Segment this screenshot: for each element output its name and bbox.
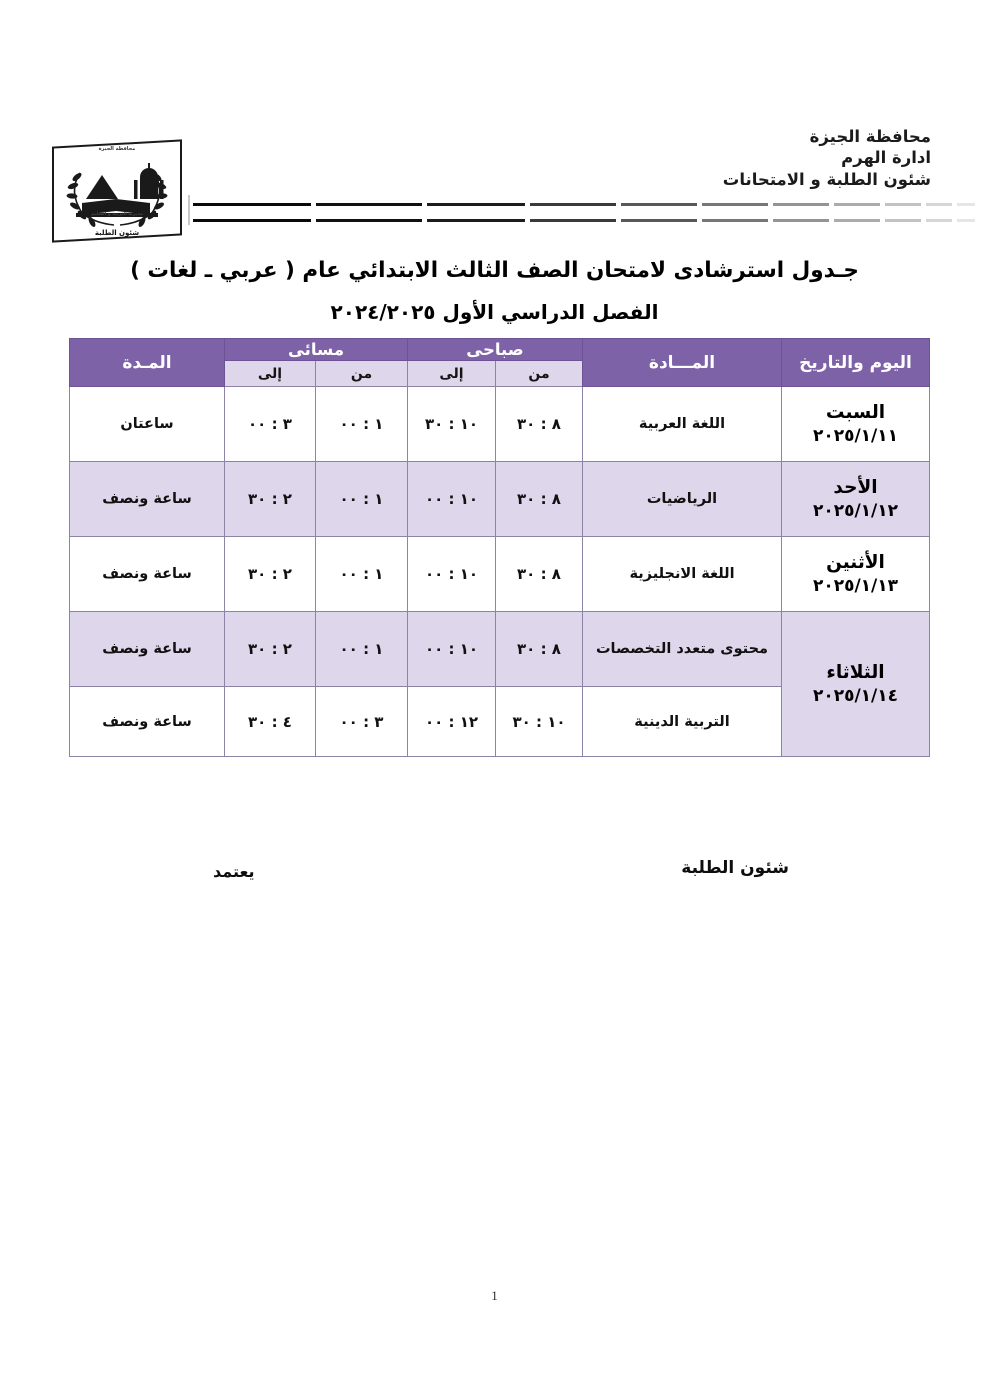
cell-morning-to: ١٠ : ٠٠ [407, 536, 496, 612]
page-subtitle: الفصل الدراسي الأول ٢٠٢٤/٢٠٢٥ [330, 300, 659, 324]
cell-morning-from: ١٠ : ٣٠ [495, 686, 583, 757]
cell-evening-from: ١ : ٠٠ [315, 611, 408, 687]
cell-duration: ساعتان [69, 386, 225, 462]
rule-segment [427, 203, 525, 222]
cell-duration: ساعة ونصف [69, 611, 225, 687]
table-body: السبت ٢٠٢٥/١/١١ اللغة العربية ٨ : ٣٠ ١٠ … [69, 386, 930, 757]
cell-morning-to: ١٠ : ٣٠ [407, 386, 496, 462]
day-label: الثلاثاء [826, 661, 885, 683]
rule-segment [316, 203, 422, 222]
date-label: ٢٠٢٥/١/١٣ [812, 575, 899, 596]
cell-morning-from: ٨ : ٣٠ [495, 461, 583, 537]
cell-evening-to: ٢ : ٣٠ [224, 536, 316, 612]
day-label: الأثنين [826, 551, 885, 573]
rule-segment [621, 203, 697, 222]
cell-morning-to: ١٠ : ٠٠ [407, 461, 496, 537]
cell-subject: الرياضيات [582, 461, 782, 537]
table-row: الأثنين ٢٠٢٥/١/١٣ اللغة الانجليزية ٨ : ٣… [69, 536, 930, 612]
column-header-morning-from: من [495, 360, 583, 387]
cell-subject: اللغة الانجليزية [582, 536, 782, 612]
date-label: ٢٠٢٥/١/١٢ [812, 500, 899, 521]
rule-tick [188, 195, 190, 225]
letterhead: محافظة الجيزة ادارة الهرم شئون الطلبة و … [723, 126, 931, 190]
rule-segment [885, 203, 921, 222]
rule-segment [834, 203, 880, 222]
cell-evening-to: ٣ : ٠٠ [224, 386, 316, 462]
logo-caption-middle: مديرية التربية و التعليم [91, 212, 143, 217]
cell-subject: التربية الدينية [582, 686, 782, 757]
cell-day-date: السبت ٢٠٢٥/١/١١ [781, 386, 930, 462]
cell-day-date: الثلاثاء ٢٠٢٥/١/١٤ [781, 611, 930, 757]
letterhead-governorate: محافظة الجيزة [809, 127, 931, 146]
column-header-subject: المـــادة [582, 338, 782, 387]
ministry-emblem-logo: محافظة الجيزة مديرية التربية و التعليم ش… [52, 139, 182, 243]
rule-segment [926, 203, 952, 222]
column-header-duration: المـدة [69, 338, 225, 387]
signature-student-affairs: شئون الطلبة [681, 858, 789, 878]
cell-subject: اللغة العربية [582, 386, 782, 462]
column-header-morning-to: إلى [407, 360, 496, 387]
page-title: جـدول استرشادى لامتحان الصف الثالث الابت… [130, 258, 859, 283]
table-row: الثلاثاء ٢٠٢٥/١/١٤ محتوى متعدد التخصصات … [69, 611, 930, 757]
letterhead-department: شئون الطلبة و الامتحانات [722, 169, 931, 189]
table-row: السبت ٢٠٢٥/١/١١ اللغة العربية ٨ : ٣٠ ١٠ … [69, 386, 930, 462]
page-number: 1 [491, 1288, 498, 1303]
cell-morning-from: ٨ : ٣٠ [495, 536, 583, 612]
exam-schedule-table-container: اليوم والتاريخ المـــادة صباحى مسائى الم… [69, 338, 930, 757]
cell-day-date: الأثنين ٢٠٢٥/١/١٣ [781, 536, 930, 612]
cell-duration: ساعة ونصف [69, 536, 225, 612]
cell-duration: ساعة ونصف [69, 461, 225, 537]
day-label: الأحد [833, 476, 878, 498]
cell-subject: محتوى متعدد التخصصات [582, 611, 782, 687]
emblem-icon [66, 163, 168, 228]
logo-caption-bottom: شئون الطلبة [94, 229, 140, 237]
header-divider-rule [188, 195, 975, 225]
cell-evening-from: ٣ : ٠٠ [315, 686, 408, 757]
date-label: ٢٠٢٥/١/١٤ [812, 685, 899, 706]
cell-evening-to: ٢ : ٣٠ [224, 611, 316, 687]
cell-day-date: الأحد ٢٠٢٥/١/١٢ [781, 461, 930, 537]
table-row: الأحد ٢٠٢٥/١/١٢ الرياضيات ٨ : ٣٠ ١٠ : ٠٠… [69, 461, 930, 537]
table-header-row-main: اليوم والتاريخ المـــادة صباحى مسائى الم… [69, 338, 930, 387]
table-header-row-sub: من إلى من إلى [70, 360, 930, 387]
logo-caption-top: محافظة الجيزة [98, 146, 136, 152]
column-header-evening-to: إلى [224, 360, 316, 387]
cell-evening-to: ٢ : ٣٠ [224, 461, 316, 537]
cell-morning-from: ٨ : ٣٠ [495, 611, 583, 687]
cell-evening-to: ٤ : ٣٠ [224, 686, 316, 757]
rule-segment [702, 203, 768, 222]
column-group-header-morning: صباحى [407, 338, 583, 361]
rule-segment [957, 203, 975, 222]
letterhead-administration: ادارة الهرم [841, 148, 931, 168]
cell-evening-from: ١ : ٠٠ [315, 386, 408, 462]
cell-evening-from: ١ : ٠٠ [315, 461, 408, 537]
column-header-evening-from: من [315, 360, 408, 387]
cell-morning-to: ١٢ : ٠٠ [407, 686, 496, 757]
rule-segment [773, 203, 829, 222]
column-header-day-date: اليوم والتاريخ [781, 338, 930, 387]
rule-segment [530, 203, 616, 222]
cell-morning-to: ١٠ : ٠٠ [407, 611, 496, 687]
cell-morning-from: ٨ : ٣٠ [495, 386, 583, 462]
logo-artwork [52, 143, 182, 239]
exam-schedule-table: اليوم والتاريخ المـــادة صباحى مسائى الم… [69, 338, 930, 757]
day-label: السبت [825, 401, 886, 423]
date-label: ٢٠٢٥/١/١١ [812, 425, 899, 446]
signature-approved-by: يعتمد [213, 862, 255, 881]
rule-segment [193, 203, 311, 222]
cell-evening-from: ١ : ٠٠ [315, 536, 408, 612]
cell-duration: ساعة ونصف [69, 686, 225, 757]
table-row: التربية الدينية ١٠ : ٣٠ ١٢ : ٠٠ ٣ : ٠٠ ٤… [69, 686, 930, 757]
table-head: اليوم والتاريخ المـــادة صباحى مسائى الم… [69, 338, 930, 387]
column-group-header-evening: مسائى [224, 338, 408, 361]
